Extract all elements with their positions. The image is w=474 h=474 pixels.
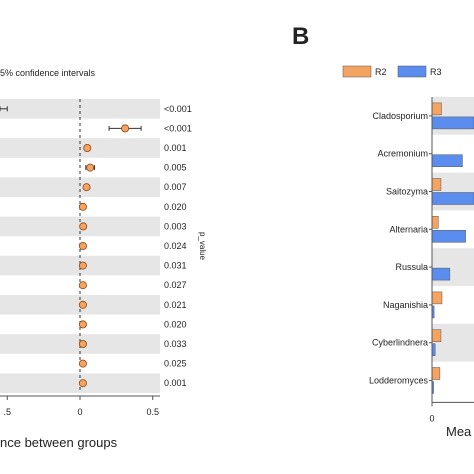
p-value-label: <0.001 <box>164 104 192 114</box>
estimate-point <box>82 183 91 192</box>
category-label: Lodderomyces <box>369 376 429 386</box>
bar-r3 <box>431 154 463 167</box>
category-label: Russula <box>395 262 428 272</box>
bar-r2 <box>431 178 442 191</box>
p-value-label: 0.031 <box>164 261 187 271</box>
p-value-label: 0.020 <box>164 202 187 212</box>
row-stripe <box>0 177 160 197</box>
estimate-point <box>86 163 95 172</box>
category-label: Cyberlindnera <box>372 338 428 348</box>
legend-label-r3: R3 <box>430 67 442 77</box>
p-value-label: 0.027 <box>164 280 187 290</box>
x-tick-label: 0 <box>77 407 82 417</box>
bar-r3 <box>431 267 451 281</box>
p-value-label: 0.005 <box>164 163 187 173</box>
legend-swatch-r3 <box>397 65 427 78</box>
panel-a: 5% confidence intervals <0.001 <0.001 0.00… <box>0 68 207 450</box>
estimate-point <box>78 202 87 211</box>
p-value-label: 0.021 <box>164 300 187 310</box>
panel-b: B R2 R3 Cladosporium Acremonium Saitozyma A… <box>292 23 474 439</box>
p-value-label: <0.001 <box>164 123 192 133</box>
bar-r3 <box>431 116 474 130</box>
estimate-point <box>83 143 92 152</box>
category-label: Saitozyma <box>386 187 428 197</box>
estimate-point <box>78 241 87 250</box>
panel-a-title: 5% confidence intervals <box>0 68 96 78</box>
x-tick-label: .5 <box>4 407 12 417</box>
bar-r3 <box>431 230 466 243</box>
legend-swatch-r2 <box>342 65 372 78</box>
panel-b-label: B <box>292 23 309 50</box>
panel-b-x-label: Mea <box>446 424 472 439</box>
p-value-label: 0.033 <box>164 339 187 349</box>
estimate-point <box>78 281 87 290</box>
estimate-point <box>78 359 87 368</box>
bar-r3 <box>431 192 474 205</box>
estimate-point <box>78 300 87 309</box>
estimate-point <box>121 124 130 133</box>
category-label: Acremonium <box>377 149 428 159</box>
row-stripe <box>0 99 160 119</box>
p-value-axis-label: p_value <box>198 232 207 261</box>
legend: R2 R3 <box>342 65 442 78</box>
x-tick-label: 0.5 <box>146 407 159 417</box>
bar-r2 <box>431 291 443 305</box>
category-label: Cladosporium <box>372 111 428 121</box>
p-value-label: 0.003 <box>164 221 187 231</box>
estimate-point <box>78 320 87 329</box>
p-value-label: 0.024 <box>164 241 187 251</box>
category-label: Naganishia <box>383 300 428 310</box>
estimate-point <box>78 339 87 348</box>
bar-r2 <box>431 329 442 342</box>
legend-label-r2: R2 <box>375 67 387 77</box>
p-value-label: 0.020 <box>164 319 187 329</box>
estimate-point <box>79 222 88 231</box>
p-value-label: 0.001 <box>164 143 187 153</box>
x-tick-label: 0 <box>429 413 434 423</box>
category-label: Alternaria <box>389 224 428 234</box>
p-value-label: 0.007 <box>164 182 187 192</box>
estimate-point <box>78 379 87 388</box>
bar-r2 <box>431 102 442 116</box>
estimate-point <box>78 261 87 270</box>
p-value-label: 0.001 <box>164 378 187 388</box>
bar-r2 <box>431 216 439 229</box>
p-value-label: 0.025 <box>164 359 187 369</box>
panel-a-x-label: nce between groups <box>0 435 118 450</box>
bar-r2 <box>431 367 441 380</box>
